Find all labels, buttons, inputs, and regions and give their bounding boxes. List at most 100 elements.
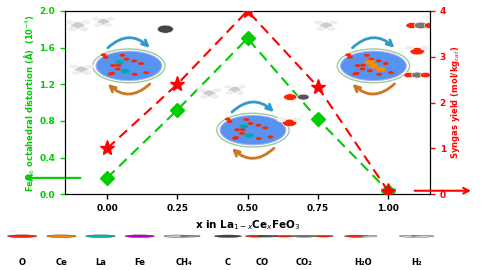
Circle shape [382,62,388,65]
Circle shape [70,64,78,69]
Circle shape [298,94,309,100]
Circle shape [238,85,246,89]
Circle shape [74,66,88,73]
Circle shape [388,71,394,74]
Circle shape [316,27,324,31]
Circle shape [367,69,373,72]
Circle shape [85,64,94,69]
Circle shape [274,235,294,237]
Text: CH₄: CH₄ [176,258,192,268]
Circle shape [376,73,382,76]
Circle shape [158,25,174,33]
Circle shape [420,46,430,50]
Circle shape [132,73,138,76]
Circle shape [104,23,112,27]
Circle shape [414,22,428,29]
Circle shape [68,27,76,31]
Circle shape [116,60,124,65]
Circle shape [115,68,121,70]
Circle shape [164,235,191,237]
Circle shape [144,71,150,74]
Circle shape [234,128,240,131]
Circle shape [116,64,121,67]
Circle shape [258,235,278,237]
Circle shape [86,235,115,238]
Circle shape [234,136,239,139]
Circle shape [102,56,108,59]
Circle shape [212,88,222,93]
Circle shape [240,124,248,129]
Circle shape [244,118,250,121]
Ellipse shape [340,51,406,80]
Circle shape [319,22,333,29]
Circle shape [314,235,334,237]
Circle shape [376,59,382,62]
Circle shape [344,235,369,237]
Circle shape [210,95,219,99]
Circle shape [202,90,216,97]
Text: O: O [18,258,26,268]
Circle shape [360,64,366,67]
Circle shape [124,58,130,61]
Ellipse shape [96,51,162,80]
Circle shape [368,58,374,61]
Circle shape [232,137,238,140]
Circle shape [46,235,76,238]
Circle shape [132,59,137,62]
Circle shape [256,137,262,140]
Circle shape [121,69,130,74]
Circle shape [8,235,37,238]
Circle shape [256,124,261,127]
Circle shape [214,235,242,237]
Circle shape [354,72,360,75]
Circle shape [108,73,114,75]
Circle shape [197,88,206,93]
Circle shape [70,22,85,29]
Circle shape [82,20,90,25]
Circle shape [199,95,208,99]
Text: H₂O: H₂O [354,258,372,268]
Text: Fe: Fe [134,258,145,268]
Circle shape [122,69,128,72]
Text: CO₂: CO₂ [296,258,312,268]
Circle shape [368,63,378,69]
Circle shape [420,72,430,78]
Circle shape [314,20,322,25]
Circle shape [248,122,254,125]
Circle shape [354,64,360,67]
Text: C: C [225,258,231,268]
Circle shape [228,86,241,93]
Circle shape [412,72,423,78]
Circle shape [276,117,286,122]
Circle shape [410,48,424,55]
Circle shape [364,54,370,57]
Circle shape [293,117,302,122]
Circle shape [404,72,414,78]
Circle shape [72,71,80,75]
Text: CO: CO [256,258,269,268]
Text: La: La [95,258,106,268]
Text: Ce: Ce [56,258,68,268]
Circle shape [412,235,434,237]
Circle shape [246,134,252,137]
Circle shape [120,54,125,57]
X-axis label: x in La$_{1-x}$Ce$_x$FeO$_3$: x in La$_{1-x}$Ce$_x$FeO$_3$ [195,219,300,232]
Text: H₂: H₂ [412,258,422,268]
Circle shape [65,20,74,25]
Circle shape [364,60,375,65]
Circle shape [92,17,100,21]
Y-axis label: Syngas yield (mol/kg$_{cat}$): Syngas yield (mol/kg$_{cat}$) [449,46,462,159]
Circle shape [348,56,353,59]
Circle shape [224,85,232,89]
Circle shape [406,23,417,28]
Circle shape [327,27,336,31]
Circle shape [262,126,268,129]
Circle shape [110,64,116,67]
Circle shape [109,72,115,75]
Circle shape [180,235,200,237]
Circle shape [240,128,246,131]
Circle shape [376,67,386,72]
Circle shape [82,71,92,75]
Circle shape [404,46,414,50]
Circle shape [282,119,297,126]
